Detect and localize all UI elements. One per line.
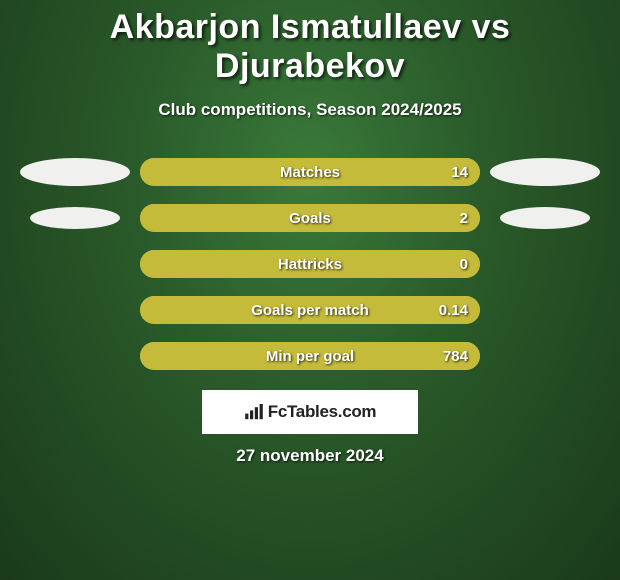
date-label: 27 november 2024 [10,446,610,466]
stat-label: Min per goal [266,348,354,365]
stat-bar: Goals 2 [140,204,480,232]
stat-row: Matches 14 [10,158,610,186]
stat-value: 784 [443,348,468,365]
stat-label: Goals per match [251,302,369,319]
stat-value: 14 [451,164,468,181]
stat-bar: Goals per match 0.14 [140,296,480,324]
right-slot [490,207,600,229]
right-slot [490,158,600,186]
stat-value: 0.14 [439,302,468,319]
left-slot [20,158,130,186]
stat-row: Goals 2 [10,204,610,232]
stat-bar: Hattricks 0 [140,250,480,278]
stat-label: Matches [280,164,340,181]
stat-value: 0 [460,256,468,273]
brand-box: FcTables.com [202,390,418,434]
player-left-ellipse [30,207,120,229]
bars-icon [244,404,264,420]
stats-rows: Matches 14 Goals 2 Hattricks 0 Goals per match… [10,158,610,370]
page-title: Akbarjon Ismatullaev vs Djurabekov [10,8,610,86]
player-right-ellipse [500,207,590,229]
player-right-ellipse [490,158,600,186]
brand-name: FcTables.com [268,402,377,422]
stat-label: Hattricks [278,256,342,273]
stat-bar: Matches 14 [140,158,480,186]
comparison-infographic: Akbarjon Ismatullaev vs Djurabekov Club … [0,0,620,580]
left-slot [20,207,130,229]
stat-row: Min per goal 784 [10,342,610,370]
stat-row: Hattricks 0 [10,250,610,278]
stat-row: Goals per match 0.14 [10,296,610,324]
stat-value: 2 [460,210,468,227]
stat-bar: Min per goal 784 [140,342,480,370]
player-left-ellipse [20,158,130,186]
stat-label: Goals [289,210,331,227]
subtitle: Club competitions, Season 2024/2025 [10,100,610,120]
